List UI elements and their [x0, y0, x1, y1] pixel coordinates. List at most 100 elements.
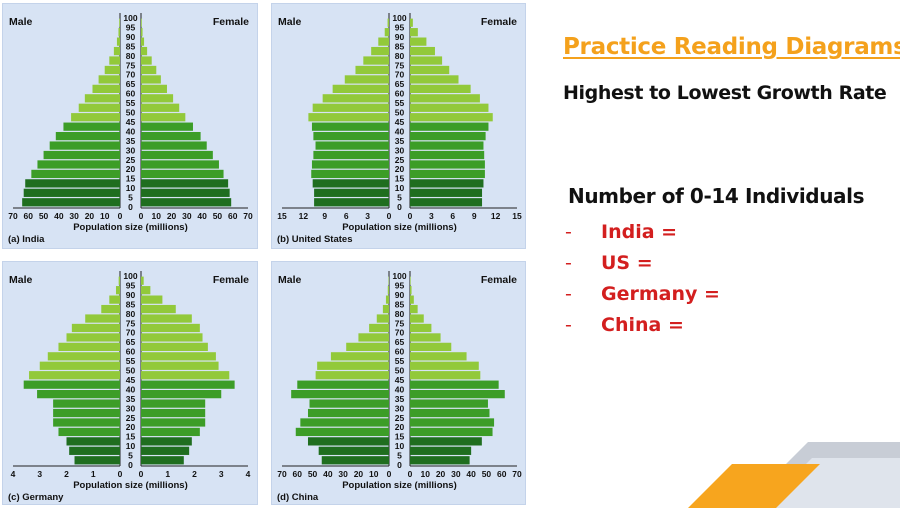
age-tick-label: 45 [395, 117, 405, 127]
female-bar [410, 141, 484, 150]
male-bar [84, 94, 120, 103]
age-tick-label: 80 [395, 309, 405, 319]
x-tick-label: 40 [323, 469, 333, 479]
age-tick-label: 20 [126, 164, 136, 174]
female-bar [410, 418, 495, 427]
female-bar [141, 304, 176, 314]
chart-caption: (d) China [277, 492, 319, 503]
female-bar [141, 286, 151, 295]
male-bar [49, 141, 120, 150]
x-tick-label: 10 [100, 211, 110, 221]
male-bar [23, 380, 121, 389]
female-bar [410, 198, 483, 207]
female-bar [141, 408, 206, 418]
male-bar [376, 314, 389, 323]
female-bar [141, 380, 235, 389]
age-tick-label: 15 [126, 174, 136, 184]
item-label: Germany = [601, 282, 720, 305]
male-bar [307, 437, 389, 446]
male-bar [387, 286, 389, 295]
male-bar [363, 56, 389, 65]
age-tick-label: 50 [395, 108, 405, 118]
x-axis-label: Population size (millions) [342, 222, 457, 233]
female-bar [410, 437, 482, 446]
x-axis-label: Population size (millions) [73, 480, 188, 491]
male-bar [98, 75, 120, 84]
male-bar [369, 323, 389, 333]
female-bar [141, 94, 174, 103]
age-tick-label: 65 [126, 79, 136, 89]
item-label: India = [601, 220, 678, 243]
x-tick-label: 6 [344, 211, 349, 221]
x-tick-label: 0 [408, 211, 413, 221]
male-bar [308, 113, 389, 122]
female-bar [410, 94, 480, 103]
age-tick-label: 70 [126, 70, 136, 80]
male-label: Male [278, 274, 302, 286]
female-bar [410, 286, 412, 295]
male-bar [31, 169, 120, 179]
male-bar [104, 65, 120, 75]
male-bar [66, 437, 120, 446]
female-bar [410, 276, 411, 285]
x-tick-label: 70 [277, 469, 287, 479]
x-tick-label: 20 [354, 469, 364, 479]
pyramid-chart: Male Female100959085807570656055504540353… [8, 13, 253, 245]
x-tick-label: 10 [369, 469, 379, 479]
pyramid-chart: Male Female100959085807570656055504540353… [277, 13, 522, 245]
female-bar [141, 198, 232, 207]
age-tick-label: 90 [126, 290, 136, 300]
pyramid-panel-germany: Male Female 100 95 90 85 80 75 70 65 60 55 50 45 40 35 3… [2, 261, 258, 505]
age-tick-label: 50 [126, 108, 136, 118]
age-tick-label: 35 [395, 394, 405, 404]
male-bar [25, 179, 121, 188]
age-tick-label: 65 [395, 337, 405, 347]
age-tick-label: 70 [395, 70, 405, 80]
age-tick-label: 90 [126, 32, 136, 42]
female-bar [410, 456, 470, 465]
x-tick-label: 0 [118, 469, 123, 479]
male-bar [101, 304, 120, 314]
male-bar [346, 342, 389, 351]
female-bar [141, 314, 192, 323]
age-tick-label: 55 [395, 356, 405, 366]
female-bar [410, 150, 485, 160]
male-bar [295, 427, 389, 437]
age-tick-label: 100 [123, 271, 137, 281]
male-label: Male [278, 16, 302, 28]
age-tick-label: 30 [126, 403, 136, 413]
male-bar [315, 371, 389, 380]
bullet-dash: - [565, 313, 572, 336]
female-bar [410, 65, 450, 75]
x-tick-label: 40 [466, 469, 476, 479]
pyramid-chart: Male Female100959085807570656055504540353… [8, 271, 251, 503]
male-bar [358, 333, 389, 342]
male-bar [344, 75, 389, 84]
list-item: - Germany = [565, 278, 720, 309]
male-bar [55, 132, 120, 141]
age-tick-label: 85 [126, 41, 136, 51]
female-bar [410, 323, 432, 333]
age-tick-label: 75 [126, 318, 136, 328]
male-bar [69, 446, 120, 455]
female-bar [141, 276, 144, 285]
female-bar [410, 18, 413, 27]
male-bar [63, 122, 120, 131]
male-bar [109, 56, 120, 65]
male-bar [291, 390, 389, 399]
x-tick-label: 2 [64, 469, 69, 479]
male-bar [312, 179, 389, 188]
male-bar [355, 65, 389, 75]
age-tick-label: 95 [126, 280, 136, 290]
male-bar [312, 103, 389, 112]
female-bar [141, 188, 230, 197]
male-bar [321, 456, 389, 465]
age-tick-label: 10 [126, 441, 136, 451]
male-bar [313, 132, 389, 141]
item-label: US = [601, 251, 653, 274]
age-tick-label: 95 [395, 280, 405, 290]
female-bar [141, 390, 222, 399]
female-bar [410, 408, 490, 418]
age-tick-label: 0 [128, 202, 133, 212]
female-bar [410, 361, 479, 370]
